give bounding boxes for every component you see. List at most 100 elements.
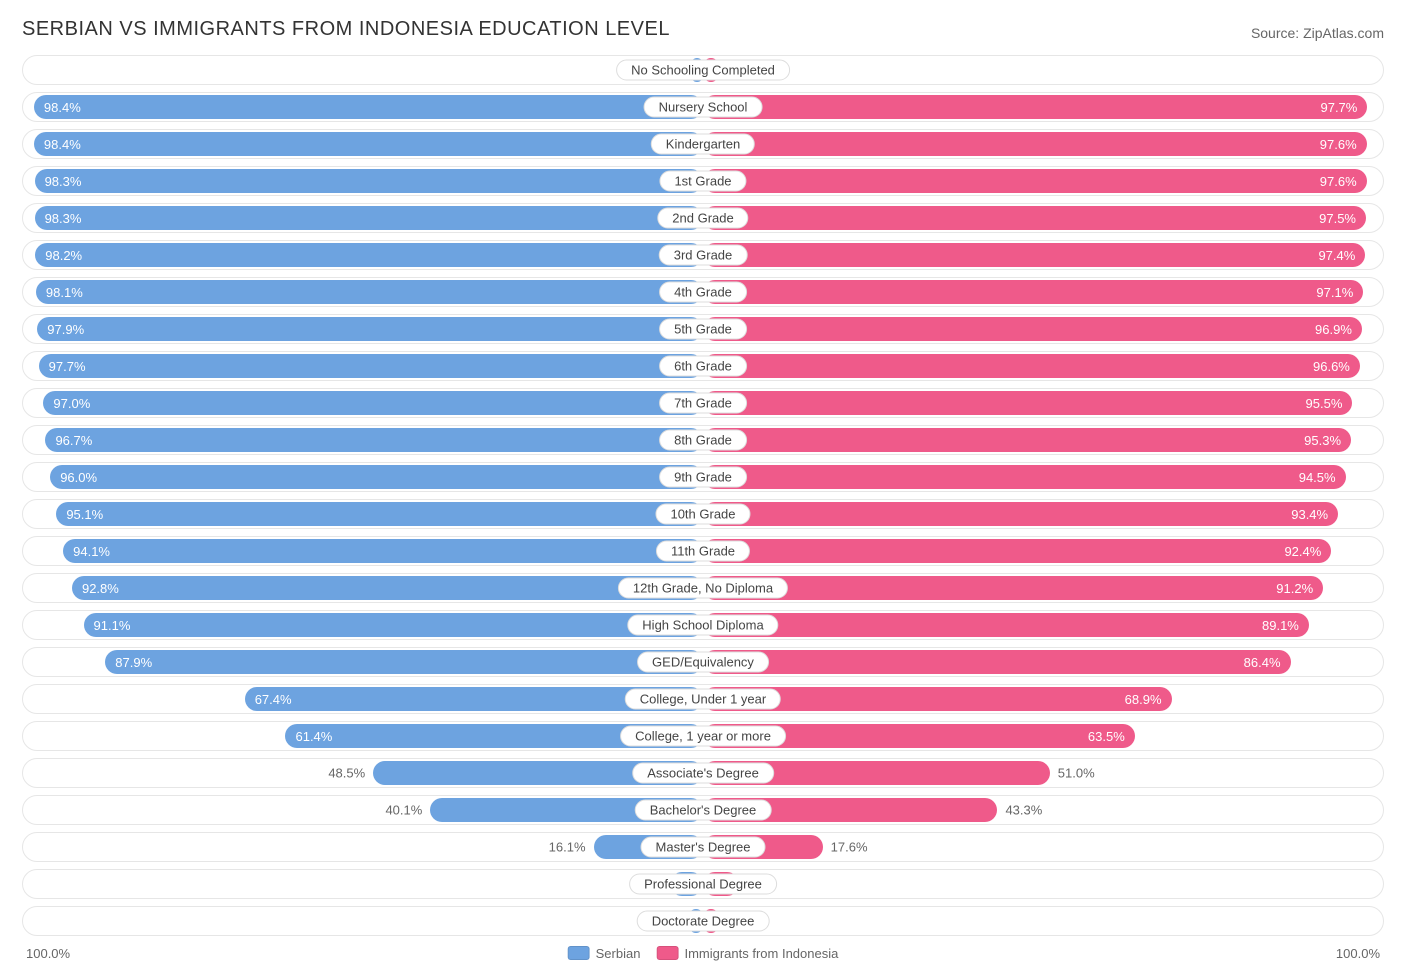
- bar-left: 96.7%: [45, 428, 703, 452]
- bar-right: 94.5%: [703, 465, 1346, 489]
- bar-left-value: 16.1%: [549, 840, 594, 855]
- bar-right-value: 17.6%: [823, 840, 868, 855]
- bar-left-value: 61.4%: [285, 729, 342, 744]
- chart-row: 87.9% 86.4% GED/Equivalency: [22, 647, 1384, 677]
- bar-right: 97.5%: [703, 206, 1366, 230]
- chart-row: 95.1% 93.4% 10th Grade: [22, 499, 1384, 529]
- bar-right-value: 68.9%: [1115, 692, 1172, 707]
- bar-left: 94.1%: [63, 539, 703, 563]
- category-label: 5th Grade: [659, 319, 747, 340]
- bar-left-value: 67.4%: [245, 692, 302, 707]
- chart-row: 96.7%95.3%8th Grade: [22, 425, 1384, 455]
- bar-right: 92.4%: [703, 539, 1331, 563]
- legend-label-right: Immigrants from Indonesia: [684, 946, 838, 961]
- bar-right: 86.4%: [703, 650, 1291, 674]
- legend-swatch-left: [568, 946, 590, 960]
- bar-left: 98.4%: [34, 95, 703, 119]
- chart-row: 61.4% 63.5% College, 1 year or more: [22, 721, 1384, 751]
- bar-right: 91.2%: [703, 576, 1323, 600]
- bar-right-value: 95.5%: [1296, 396, 1353, 411]
- category-label: College, Under 1 year: [625, 689, 781, 710]
- bar-left-value: 98.4%: [34, 137, 91, 152]
- bar-left-value: 95.1%: [56, 507, 113, 522]
- bar-left-value: 97.7%: [39, 359, 96, 374]
- bar-right-value: 94.5%: [1289, 470, 1346, 485]
- chart-row: 48.5% 51.0% Associate's Degree: [22, 758, 1384, 788]
- category-label: 4th Grade: [659, 282, 747, 303]
- bar-left-value: 94.1%: [63, 544, 120, 559]
- source-label: Source:: [1251, 25, 1299, 41]
- bar-right-value: 92.4%: [1274, 544, 1331, 559]
- category-label: High School Diploma: [627, 615, 778, 636]
- bar-right: 96.9%: [703, 317, 1362, 341]
- category-label: College, 1 year or more: [620, 726, 786, 747]
- bar-right-value: 96.9%: [1305, 322, 1362, 337]
- axis-right-max: 100.0%: [1336, 946, 1380, 961]
- bar-left: 87.9%: [105, 650, 703, 674]
- category-label: Associate's Degree: [632, 763, 774, 784]
- legend-swatch-right: [656, 946, 678, 960]
- bar-right: 89.1%: [703, 613, 1309, 637]
- bar-right: 93.4%: [703, 502, 1338, 526]
- category-label: 9th Grade: [659, 467, 747, 488]
- bar-right: 97.6%: [703, 169, 1367, 193]
- axis-left-max: 100.0%: [26, 946, 70, 961]
- legend: Serbian Immigrants from Indonesia: [568, 946, 839, 961]
- category-label: 10th Grade: [655, 504, 750, 525]
- bar-left-value: 98.4%: [34, 100, 91, 115]
- category-label: Master's Degree: [641, 837, 766, 858]
- bar-right-value: 97.7%: [1310, 100, 1367, 115]
- bar-left-value: 92.8%: [72, 581, 129, 596]
- category-label: 7th Grade: [659, 393, 747, 414]
- bar-left-value: 48.5%: [328, 766, 373, 781]
- bar-left-value: 97.9%: [37, 322, 94, 337]
- bar-right: 96.6%: [703, 354, 1360, 378]
- category-label: Kindergarten: [651, 134, 755, 155]
- bar-right-value: 86.4%: [1234, 655, 1291, 670]
- bar-left: 98.4%: [34, 132, 703, 156]
- chart-header: SERBIAN VS IMMIGRANTS FROM INDONESIA EDU…: [22, 18, 1384, 41]
- category-label: 11th Grade: [656, 541, 750, 562]
- bar-right-value: 63.5%: [1078, 729, 1135, 744]
- chart-row: 97.9% 96.9% 5th Grade: [22, 314, 1384, 344]
- category-label: GED/Equivalency: [637, 652, 769, 673]
- bar-right-value: 97.5%: [1309, 211, 1366, 226]
- bar-right: 97.4%: [703, 243, 1365, 267]
- bar-left-value: 98.1%: [36, 285, 93, 300]
- bar-right: 95.3%: [703, 428, 1351, 452]
- bar-right-value: 89.1%: [1252, 618, 1309, 633]
- bar-right: 97.7%: [703, 95, 1367, 119]
- bar-left: 95.1%: [56, 502, 703, 526]
- bar-left-value: 91.1%: [84, 618, 141, 633]
- bar-right-value: 51.0%: [1050, 766, 1095, 781]
- bar-left-value: 98.2%: [35, 248, 92, 263]
- bar-left: 92.8%: [72, 576, 703, 600]
- bar-left: 97.9%: [37, 317, 703, 341]
- category-label: 3rd Grade: [659, 245, 748, 266]
- bar-left-value: 98.3%: [35, 174, 92, 189]
- bar-right: 97.1%: [703, 280, 1363, 304]
- bar-left: 98.3%: [35, 206, 703, 230]
- bar-left: 98.1%: [36, 280, 703, 304]
- chart-row: 92.8%91.2%12th Grade, No Diploma: [22, 573, 1384, 603]
- bar-left: 98.3%: [35, 169, 703, 193]
- chart-row: 1.7%2.4%No Schooling Completed: [22, 55, 1384, 85]
- bar-left: 97.7%: [39, 354, 703, 378]
- chart-row: 40.1%43.3%Bachelor's Degree: [22, 795, 1384, 825]
- bar-right-value: 96.6%: [1303, 359, 1360, 374]
- category-label: 1st Grade: [659, 171, 746, 192]
- chart-row: 98.4% 97.6%Kindergarten: [22, 129, 1384, 159]
- bar-right-value: 95.3%: [1294, 433, 1351, 448]
- chart-row: 4.8%5.3%Professional Degree: [22, 869, 1384, 899]
- bar-right: 97.6%: [703, 132, 1367, 156]
- chart-row: 94.1% 92.4% 11th Grade: [22, 536, 1384, 566]
- bar-left: 98.2%: [35, 243, 703, 267]
- chart-row: 96.0% 94.5% 9th Grade: [22, 462, 1384, 492]
- bar-right-value: 93.4%: [1281, 507, 1338, 522]
- bar-left: 96.0%: [50, 465, 703, 489]
- chart-row: 97.0%95.5%7th Grade: [22, 388, 1384, 418]
- bar-left-value: 98.3%: [35, 211, 92, 226]
- chart-row: 98.3%97.5%2nd Grade: [22, 203, 1384, 233]
- bar-left-value: 87.9%: [105, 655, 162, 670]
- legend-label-left: Serbian: [596, 946, 641, 961]
